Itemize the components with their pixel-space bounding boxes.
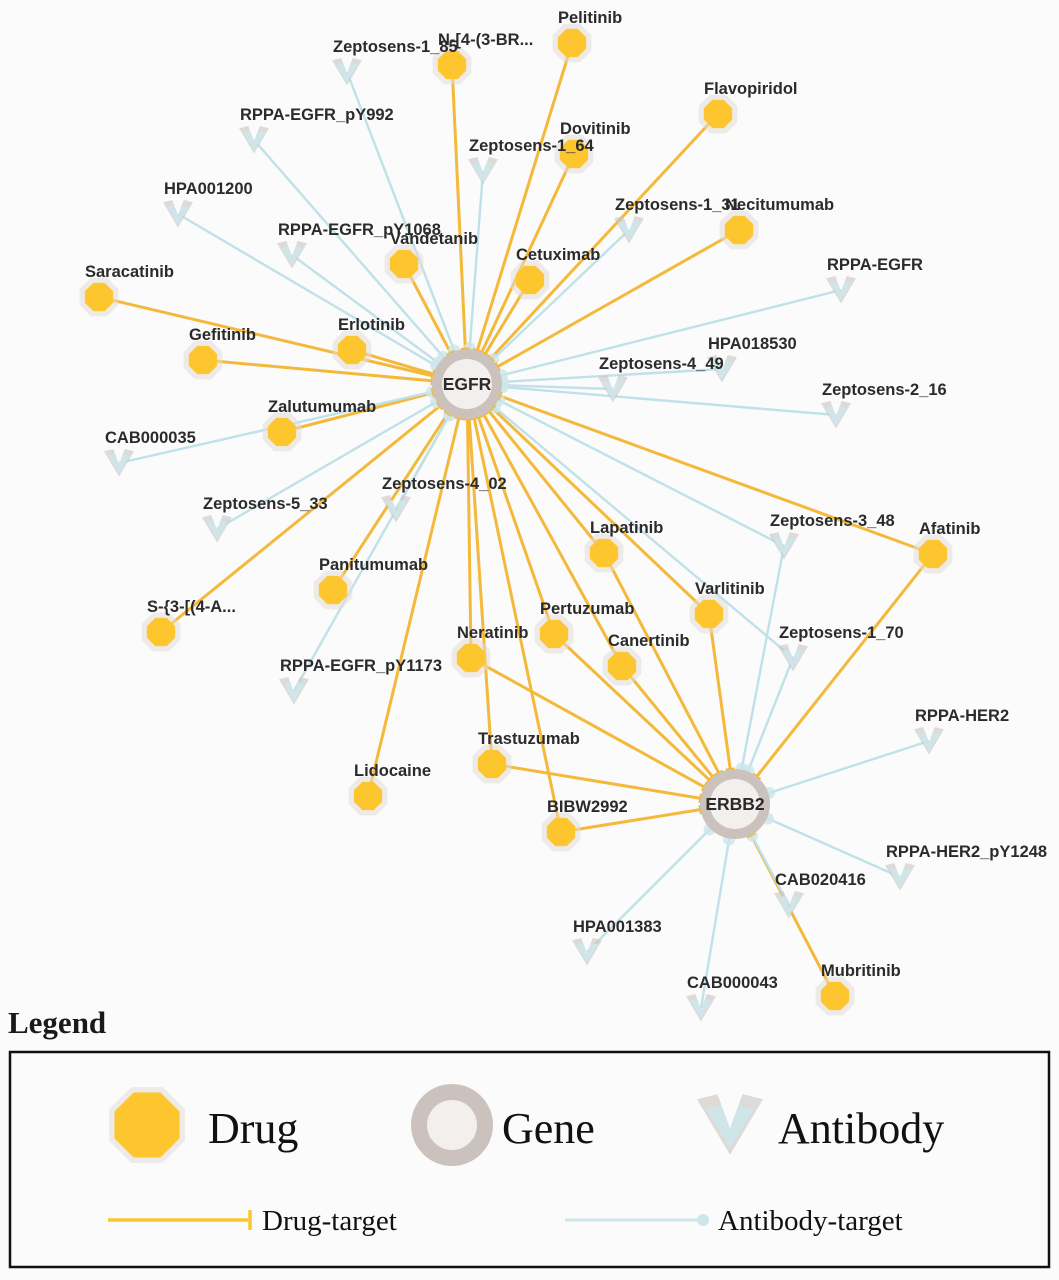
svg-text:Erlotinib: Erlotinib [338, 316, 405, 334]
svg-text:S-{3-[(4-A...: S-{3-[(4-A... [147, 598, 236, 616]
svg-text:EGFR: EGFR [443, 374, 492, 394]
svg-text:Drug-target: Drug-target [262, 1205, 397, 1237]
svg-text:Zeptosens-4_49: Zeptosens-4_49 [599, 355, 724, 373]
svg-text:HPA018530: HPA018530 [708, 335, 797, 353]
svg-text:Zeptosens-1_85: Zeptosens-1_85 [333, 38, 458, 56]
svg-text:Zeptosens-4_02: Zeptosens-4_02 [382, 475, 507, 493]
svg-text:Gefitinib: Gefitinib [189, 326, 256, 344]
svg-text:CAB000043: CAB000043 [687, 974, 778, 992]
svg-text:RPPA-HER2_pY1248: RPPA-HER2_pY1248 [886, 843, 1047, 861]
svg-text:Afatinib: Afatinib [919, 520, 980, 538]
svg-text:Mubritinib: Mubritinib [821, 962, 901, 980]
svg-text:HPA001383: HPA001383 [573, 918, 662, 936]
svg-text:Zeptosens-1_70: Zeptosens-1_70 [779, 624, 904, 642]
svg-text:Zeptosens-3_48: Zeptosens-3_48 [770, 512, 895, 530]
svg-text:Cetuximab: Cetuximab [516, 246, 600, 264]
svg-text:ERBB2: ERBB2 [705, 794, 765, 814]
svg-text:Necitumumab: Necitumumab [725, 196, 834, 214]
svg-text:Zeptosens-1_64: Zeptosens-1_64 [469, 137, 595, 155]
svg-text:Gene: Gene [502, 1104, 595, 1153]
svg-text:Trastuzumab: Trastuzumab [478, 730, 580, 748]
svg-text:Pelitinib: Pelitinib [558, 9, 622, 27]
svg-text:Zeptosens-1_31: Zeptosens-1_31 [615, 196, 740, 214]
svg-text:Panitumumab: Panitumumab [319, 556, 428, 574]
svg-text:CAB020416: CAB020416 [775, 871, 866, 889]
svg-text:Pertuzumab: Pertuzumab [540, 600, 634, 618]
svg-text:Lapatinib: Lapatinib [590, 519, 663, 537]
svg-text:BIBW2992: BIBW2992 [547, 798, 628, 816]
svg-text:RPPA-EGFR_pY1068: RPPA-EGFR_pY1068 [278, 221, 441, 239]
svg-text:RPPA-EGFR_pY1173: RPPA-EGFR_pY1173 [280, 657, 442, 675]
svg-text:CAB000035: CAB000035 [105, 429, 196, 447]
svg-text:Zeptosens-2_16: Zeptosens-2_16 [822, 381, 947, 399]
svg-text:Antibody: Antibody [778, 1104, 944, 1153]
svg-text:Flavopiridol: Flavopiridol [704, 80, 798, 98]
svg-text:Legend: Legend [8, 1005, 106, 1040]
svg-text:Zalutumumab: Zalutumumab [268, 398, 376, 416]
svg-text:RPPA-HER2: RPPA-HER2 [915, 707, 1009, 725]
svg-text:Saracatinib: Saracatinib [85, 263, 174, 281]
svg-text:Antibody-target: Antibody-target [718, 1205, 903, 1237]
svg-text:RPPA-EGFR_pY992: RPPA-EGFR_pY992 [240, 106, 394, 124]
svg-text:Dovitinib: Dovitinib [560, 120, 631, 138]
svg-text:Zeptosens-5_33: Zeptosens-5_33 [203, 495, 328, 513]
svg-text:HPA001200: HPA001200 [164, 180, 253, 198]
svg-text:Lidocaine: Lidocaine [354, 762, 431, 780]
svg-text:Canertinib: Canertinib [608, 632, 690, 650]
svg-text:RPPA-EGFR: RPPA-EGFR [827, 256, 923, 274]
svg-text:Drug: Drug [208, 1104, 298, 1153]
svg-text:Varlitinib: Varlitinib [695, 580, 765, 598]
svg-text:Neratinib: Neratinib [457, 624, 529, 642]
